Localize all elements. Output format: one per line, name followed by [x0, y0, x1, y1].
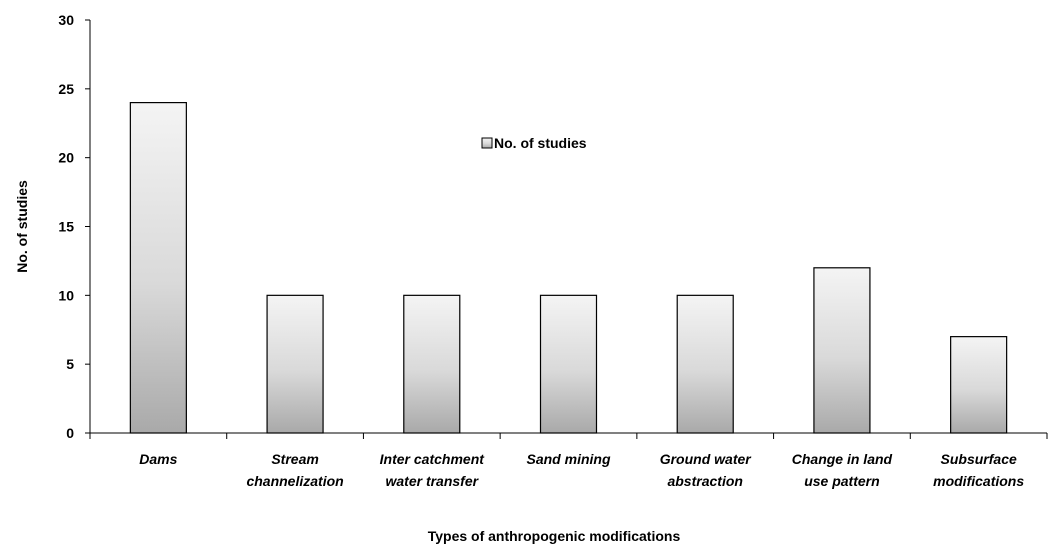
x-category-label: use pattern	[804, 473, 879, 489]
y-tick-label: 25	[58, 81, 74, 97]
x-axis-title: Types of anthropogenic modifications	[428, 528, 681, 544]
y-tick-label: 0	[66, 425, 74, 441]
bars-group	[129, 101, 1008, 434]
x-category-label: water transfer	[385, 473, 479, 489]
y-tick-label: 10	[58, 287, 74, 303]
bar	[403, 294, 461, 434]
bar	[813, 267, 871, 434]
legend-swatch	[481, 137, 493, 149]
x-category-label: abstraction	[667, 473, 742, 489]
y-tick-label: 30	[58, 12, 74, 28]
x-category-label: Sand mining	[527, 451, 611, 467]
x-category-label: modifications	[933, 473, 1024, 489]
y-tick-label: 5	[66, 356, 74, 372]
bar	[129, 101, 187, 434]
x-category-label: Change in land	[792, 451, 893, 467]
x-category-label: Dams	[139, 451, 177, 467]
x-category-label: Inter catchment	[380, 451, 486, 467]
legend-label: No. of studies	[494, 135, 587, 151]
x-category-label: Subsurface	[941, 451, 1017, 467]
x-category-label: Ground water	[660, 451, 753, 467]
y-tick-label: 15	[58, 219, 74, 235]
bar	[676, 294, 734, 434]
x-category-label: Stream	[271, 451, 318, 467]
bar	[266, 294, 324, 434]
y-axis-title: No. of studies	[14, 180, 30, 273]
y-ticks-group: 0 5 10 15 20 25 30	[58, 12, 90, 441]
bar	[950, 336, 1008, 434]
x-category-label: channelization	[246, 473, 343, 489]
legend: No. of studies	[481, 135, 587, 151]
x-category-labels: Dams Stream channelization Inter catchment w…	[139, 451, 1024, 489]
y-tick-label: 20	[58, 150, 74, 166]
bar	[539, 294, 598, 434]
